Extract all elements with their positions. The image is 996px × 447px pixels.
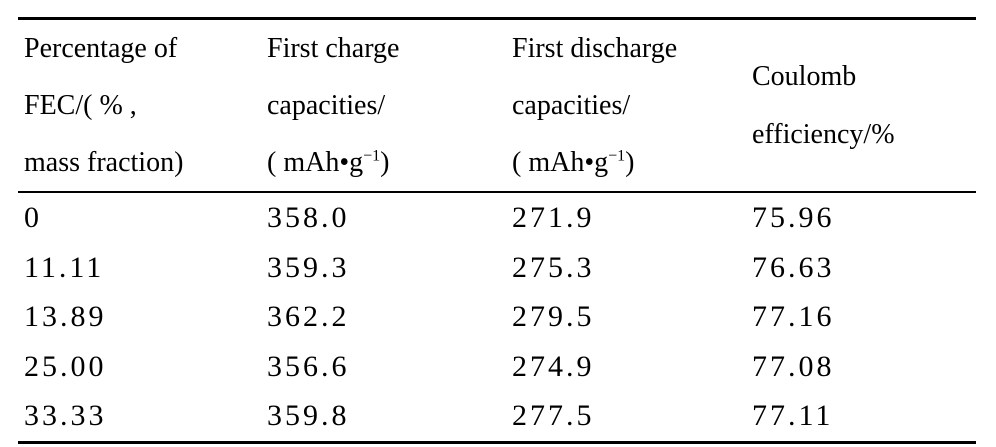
header-fec-percentage: Percentage of FEC/( % , mass fraction)	[18, 17, 261, 193]
cell-first-charge: 359.3	[267, 250, 350, 284]
table-row: 13.89 362.2 279.5 77.16	[18, 292, 976, 342]
cell-fec-percentage: 13.89	[24, 300, 107, 334]
cell-first-charge: 359.8	[261, 391, 506, 444]
header-unit-close: )	[380, 147, 390, 178]
cell-first-charge: 356.6	[267, 349, 350, 383]
header-unit-superscript: −1	[363, 147, 381, 165]
table-row: 11.11 359.3 275.3 76.63	[18, 243, 976, 293]
cell-first-discharge: 279.5	[512, 300, 595, 334]
fec-capacity-table: Percentage of FEC/( % , mass fraction) F…	[18, 17, 976, 444]
cell-first-discharge: 277.5	[506, 391, 746, 444]
table-header: Percentage of FEC/( % , mass fraction) F…	[18, 17, 976, 193]
cell-first-discharge: 274.9	[512, 349, 595, 383]
cell-fec-percentage: 33.33	[18, 391, 261, 444]
header-unit-base: ( mAh•g	[267, 147, 364, 178]
header-first-discharge: First discharge capacities/ ( mAh•g−1)	[506, 17, 746, 193]
header-coulomb-efficiency: Coulomb efficiency/%	[746, 17, 976, 193]
header-text: Percentage of	[24, 33, 178, 64]
header-text: Coulomb	[752, 60, 857, 92]
header-unit-close: )	[625, 147, 635, 178]
header-text: First discharge	[512, 33, 678, 64]
cell-coulomb-efficiency: 75.96	[752, 201, 835, 234]
header-text: FEC/( % ,	[24, 90, 137, 121]
header-text: efficiency/%	[752, 118, 895, 150]
cell-first-discharge: 271.9	[512, 201, 595, 234]
cell-coulomb-efficiency: 77.16	[752, 300, 835, 334]
header-text: mass fraction)	[24, 147, 184, 178]
table-row: 25.00 356.6 274.9 77.08	[18, 342, 976, 392]
table-row: 33.33 359.8 277.5 77.11	[18, 391, 976, 444]
cell-first-charge: 362.2	[267, 300, 350, 334]
cell-coulomb-efficiency: 77.08	[752, 349, 835, 383]
header-text: First charge	[267, 33, 400, 64]
header-row: Percentage of FEC/( % , mass fraction) F…	[18, 17, 976, 193]
table-body: 0 358.0 271.9 75.96 11.11 359.3 275.3 76…	[18, 192, 976, 444]
cell-fec-percentage: 25.00	[24, 349, 107, 383]
cell-first-discharge: 275.3	[512, 250, 595, 284]
header-text: capacities/	[267, 90, 386, 121]
cell-coulomb-efficiency: 76.63	[752, 250, 835, 284]
data-table-container: Percentage of FEC/( % , mass fraction) F…	[18, 17, 976, 444]
table-row: 0 358.0 271.9 75.96	[18, 192, 976, 243]
header-unit-base: ( mAh•g	[512, 147, 609, 178]
header-first-charge: First charge capacities/ ( mAh•g−1)	[261, 17, 506, 193]
cell-fec-percentage: 0	[24, 201, 42, 234]
cell-first-charge: 358.0	[267, 201, 350, 234]
header-unit-superscript: −1	[608, 147, 626, 165]
header-text: capacities/	[512, 90, 631, 121]
cell-coulomb-efficiency: 77.11	[746, 391, 976, 444]
header-unit: ( mAh•g−1)	[267, 134, 506, 191]
header-unit: ( mAh•g−1)	[512, 134, 746, 191]
cell-fec-percentage: 11.11	[24, 250, 105, 284]
